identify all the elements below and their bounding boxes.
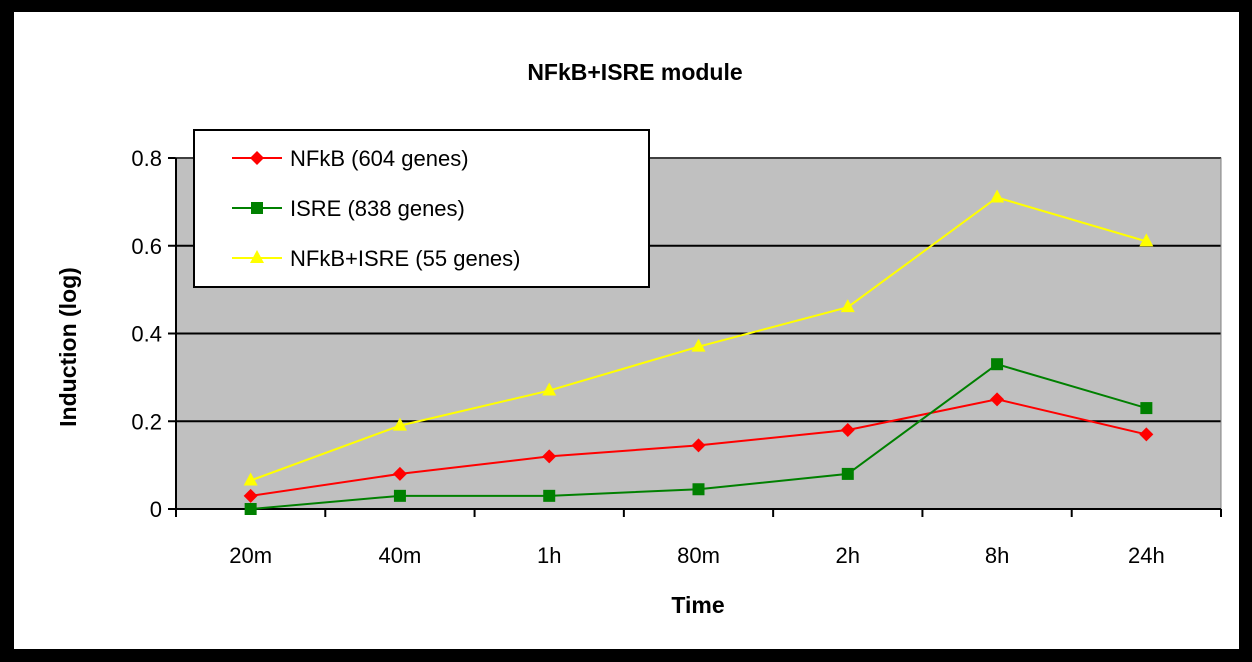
legend: NFkB (604 genes) ISRE (838 genes) NFkB+ISR… — [193, 129, 650, 288]
series-1 — [244, 358, 1153, 515]
data-point — [392, 466, 407, 481]
data-point — [1139, 233, 1154, 247]
data-point — [244, 503, 257, 515]
legend-label: ISRE (838 genes) — [290, 196, 465, 221]
x-tick-label: 8h — [985, 543, 1009, 568]
x-tick-label: 1h — [537, 543, 561, 568]
legend-swatch-marker — [251, 202, 263, 214]
y-axis-title: Induction (log) — [55, 267, 81, 427]
data-point — [840, 299, 855, 313]
data-point — [840, 423, 855, 438]
legend-swatch-marker — [250, 151, 264, 165]
x-tick-label: 2h — [836, 543, 860, 568]
chart-title: NFkB+ISRE module — [527, 59, 742, 85]
line-chart: NFkB+ISRE module 0 0.2 0.4 0.6 0.8 20m 40m 1h 80… — [55, 59, 1222, 618]
data-point — [691, 338, 706, 352]
data-point — [243, 488, 258, 503]
x-tick-label: 20m — [229, 543, 272, 568]
data-point — [841, 467, 854, 480]
data-point — [393, 489, 406, 502]
legend-label: NFkB+ISRE (55 genes) — [290, 246, 520, 271]
series-layer — [243, 189, 1154, 515]
data-point — [542, 382, 557, 396]
x-axis-title: Time — [671, 592, 724, 618]
data-point — [1140, 402, 1153, 415]
series-0 — [243, 392, 1154, 503]
data-point — [1139, 427, 1154, 442]
y-tick-label: 0.8 — [131, 146, 162, 171]
data-point — [691, 438, 706, 453]
data-point — [990, 392, 1005, 407]
legend-label: NFkB (604 genes) — [290, 146, 469, 171]
data-point — [990, 189, 1005, 203]
x-tick-label: 24h — [1128, 543, 1165, 568]
data-point — [392, 417, 407, 431]
data-point — [243, 472, 258, 486]
data-point — [991, 358, 1004, 371]
y-tick-label: 0.6 — [131, 234, 162, 259]
data-point — [543, 489, 556, 502]
data-point — [542, 449, 557, 464]
series-2 — [243, 189, 1154, 486]
chart-frame: NFkB+ISRE module 0 0.2 0.4 0.6 0.8 20m 40m 1h 80… — [14, 12, 1239, 649]
data-point — [692, 483, 705, 496]
y-tick-label: 0 — [150, 497, 162, 522]
axes: 0 0.2 0.4 0.6 0.8 20m 40m 1h 80m 2h 8h 24h — [131, 146, 1222, 568]
x-tick-label: 80m — [677, 543, 720, 568]
y-tick-label: 0.4 — [131, 322, 162, 347]
legend-swatch-marker — [250, 250, 264, 263]
y-tick-label: 0.2 — [131, 409, 162, 434]
x-tick-label: 40m — [379, 543, 422, 568]
